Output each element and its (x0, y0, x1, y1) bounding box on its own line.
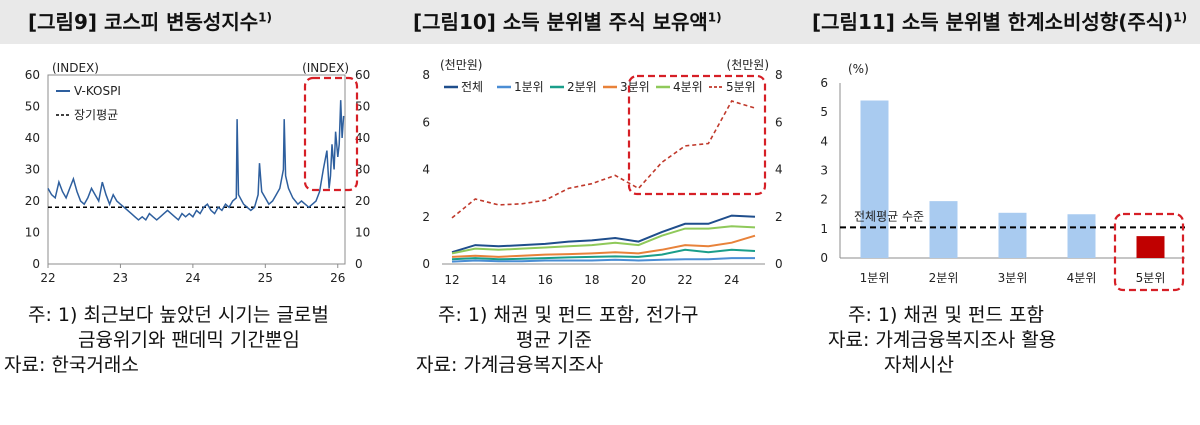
fig10-legend-label-6: 5분위 (726, 80, 756, 94)
fig11-category-label: 1분위 (860, 271, 890, 285)
fig10-xtick-label: 18 (584, 273, 599, 287)
fig10-right-unit: (천만원) (727, 57, 769, 72)
fig10-left-unit: (천만원) (440, 57, 482, 72)
fig10-ytick-left: 4 (422, 163, 430, 177)
fig9-ytick-left: 30 (25, 163, 40, 177)
fig11-ytick-label: 1 (820, 222, 828, 236)
fig9-source: 자료: 한국거래소 (4, 354, 139, 376)
fig9-plot-frame (47, 74, 346, 265)
fig10-xtick-label: 14 (491, 273, 506, 287)
fig9-ytick-right: 40 (355, 131, 370, 145)
fig10-title-sup: 1) (707, 10, 722, 25)
fig10-ytick-left: 2 (422, 210, 430, 224)
fig10-ytick-right: 6 (775, 115, 783, 129)
fig10-chart: 0 02 24 46 68 812 14 16 18 20 22 24(천만원) (천만원)전체 1분위 2… (422, 57, 783, 287)
fig10-legend-label-5: 4분위 (673, 80, 703, 94)
fig10-ytick-left: 6 (422, 115, 430, 129)
fig9-legend-label-vkospi: V-KOSPI (74, 84, 121, 98)
fig9-left-unit: (INDEX) (52, 61, 99, 75)
fig9-ytick-right: 10 (355, 226, 370, 240)
fig9-note-line1: 주: 1) 최근보다 높았던 시기는 글로벌 (28, 304, 329, 326)
fig11-category-label: 2분위 (929, 271, 959, 285)
fig9-vkospi-line (47, 100, 345, 222)
fig10-xtick-label: 16 (538, 273, 553, 287)
fig9-ytick-right: 20 (355, 194, 370, 208)
fig9-ytick-left: 50 (25, 100, 40, 114)
fig11-chart: 0 1 2 3 4 5 6 (%) 1분위 2분위 3분위 4분위 5분위 전체평균 수준 (820, 62, 1185, 292)
fig11-unit: (%) (848, 62, 869, 76)
fig9-note-line2: 금융위기와 팬데믹 기간뿐임 (78, 329, 300, 351)
fig9-highlight-box (303, 76, 359, 192)
fig10-ytick-left: 8 (422, 68, 430, 82)
fig10-series-line-1 (451, 214, 756, 254)
fig11-category-label: 4분위 (1067, 271, 1097, 285)
header-band (0, 0, 1200, 44)
fig10-series-line-5 (451, 225, 756, 255)
fig10-series-line-6 (451, 100, 756, 219)
fig9-ytick-right: 0 (355, 257, 363, 271)
fig11-bar-3 (998, 212, 1027, 258)
fig10-source: 자료: 가계금융복지조사 (416, 354, 604, 376)
fig9-chart: 0 0 10 10 20 20 30 30 40 40 50 50 60 60 22 23 24 25 26 (IND… (25, 61, 371, 285)
fig10-ytick-right: 8 (775, 68, 783, 82)
fig10-series-line-4 (451, 234, 756, 258)
fig9-xtick-label: 25 (258, 271, 273, 285)
fig11-ytick-label: 3 (820, 164, 828, 178)
fig9-ytick-right: 60 (355, 68, 370, 82)
fig9-xtick-label: 26 (330, 271, 345, 285)
fig9-title-sup: 1) (258, 10, 272, 25)
fig9-ytick-left: 0 (32, 257, 40, 271)
fig10-series-line-2 (451, 257, 755, 263)
fig10-xtick-label: 24 (724, 273, 739, 287)
fig10-xtick-label: 20 (631, 273, 646, 287)
fig11-ytick-label: 4 (820, 134, 828, 148)
fig10-ytick-left: 0 (422, 257, 430, 271)
fig10-xtick-label: 12 (444, 273, 459, 287)
fig10-legend-label-1: 전체 (461, 80, 483, 94)
fig10-legend-label-3: 2분위 (567, 80, 597, 94)
fig10-ytick-right: 2 (775, 210, 783, 224)
fig11-average-label: 전체평균 수준 (854, 209, 924, 223)
fig11-highlight-box (1113, 212, 1185, 292)
fig10-legend-label-4: 3분위 (620, 80, 650, 94)
fig10-note-line1: 주: 1) 채권 및 펀드 포함, 전가구 (438, 304, 699, 326)
fig10-title: [그림10] 소득 분위별 주식 보유액1) (413, 10, 722, 34)
fig10-series-line-3 (451, 248, 756, 261)
fig9-xtick-label: 23 (113, 271, 128, 285)
fig9-xtick-label: 24 (185, 271, 200, 285)
fig9-ytick-right: 30 (355, 163, 370, 177)
fig9-right-unit: (INDEX) (302, 61, 349, 75)
fig10-legend-label-2: 1분위 (514, 80, 544, 94)
fig10-ytick-right: 0 (775, 257, 783, 271)
fig11-title: [그림11] 소득 분위별 한계소비성향(주식)1) (812, 10, 1188, 34)
fig10-highlight-box (627, 74, 767, 196)
fig9-title: [그림9] 코스피 변동성지수1) (28, 10, 272, 34)
fig9-xtick-label: 22 (40, 271, 55, 285)
fig11-note-line1: 주: 1) 채권 및 펀드 포함 (848, 304, 1044, 326)
fig9-ytick-left: 40 (25, 131, 40, 145)
fig11-source-line1: 자료: 가계금융복지조사 활용 (828, 329, 1057, 351)
fig11-title-sup: 1) (1173, 10, 1188, 25)
fig11-category-label: 3분위 (998, 271, 1028, 285)
fig9-ytick-left: 10 (25, 226, 40, 240)
fig11-bar-4 (1067, 214, 1096, 258)
fig11-ytick-label: 0 (820, 251, 828, 265)
fig10-xtick-label: 22 (677, 273, 692, 287)
fig11-ytick-label: 6 (820, 76, 828, 90)
fig11-bar-2 (929, 201, 958, 258)
fig9-legend-label-average: 장기평균 (74, 108, 118, 122)
fig11-ytick-label: 5 (820, 105, 828, 119)
fig9-ytick-left: 60 (25, 68, 40, 82)
fig11-category-label: 5분위 (1136, 271, 1166, 285)
fig9-ytick-left: 20 (25, 194, 40, 208)
fig11-source-line2: 자체시산 (884, 354, 954, 376)
fig9-ytick-right: 50 (355, 100, 370, 114)
fig10-note-line2: 평균 기준 (516, 329, 592, 351)
fig10-ytick-right: 4 (775, 163, 783, 177)
fig11-bar-5 (1136, 236, 1165, 258)
fig11-ytick-label: 2 (820, 193, 828, 207)
fig11-bar-1 (860, 100, 889, 258)
